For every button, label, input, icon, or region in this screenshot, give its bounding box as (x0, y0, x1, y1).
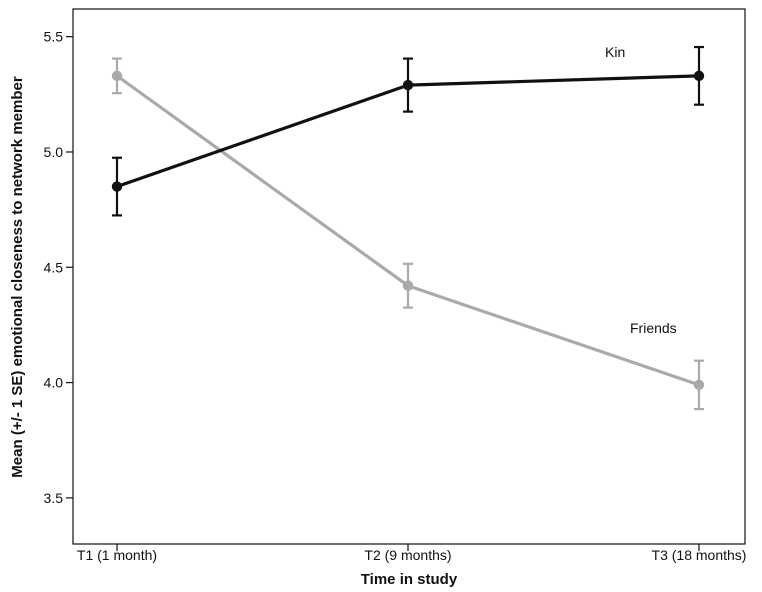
series-friends (111, 57, 705, 411)
series-label-friends: Friends (630, 320, 677, 336)
x-axis: T1 (1 month) T2 (9 months) T3 (18 months) (77, 544, 747, 563)
series-label-kin: Kin (605, 44, 625, 60)
x-tick-label: T3 (18 months) (652, 547, 747, 563)
x-tick-label: T1 (1 month) (77, 547, 157, 563)
series-kin (111, 45, 705, 217)
data-point-kin (402, 79, 414, 91)
x-axis-title: Time in study (361, 571, 458, 588)
y-tick-label: 3.5 (44, 490, 64, 506)
data-point-friends (111, 70, 123, 82)
data-point-kin (111, 181, 123, 192)
data-point-friends (402, 280, 414, 291)
y-tick-label: 4.0 (44, 375, 64, 391)
y-axis: 3.5 4.0 4.5 5.0 5.5 (44, 29, 73, 506)
y-tick-label: 5.5 (44, 29, 64, 45)
data-point-friends (693, 379, 705, 391)
x-tick-label: T2 (9 months) (364, 547, 451, 563)
series-line-friends (116, 74, 700, 387)
data-point-kin (693, 70, 705, 82)
y-tick-label: 5.0 (44, 144, 64, 160)
y-axis-title: Mean (+/- 1 SE) emotional closeness to n… (9, 76, 26, 478)
y-tick-label: 4.5 (44, 259, 64, 275)
series-layer (111, 45, 705, 411)
plot-frame (72, 8, 746, 545)
